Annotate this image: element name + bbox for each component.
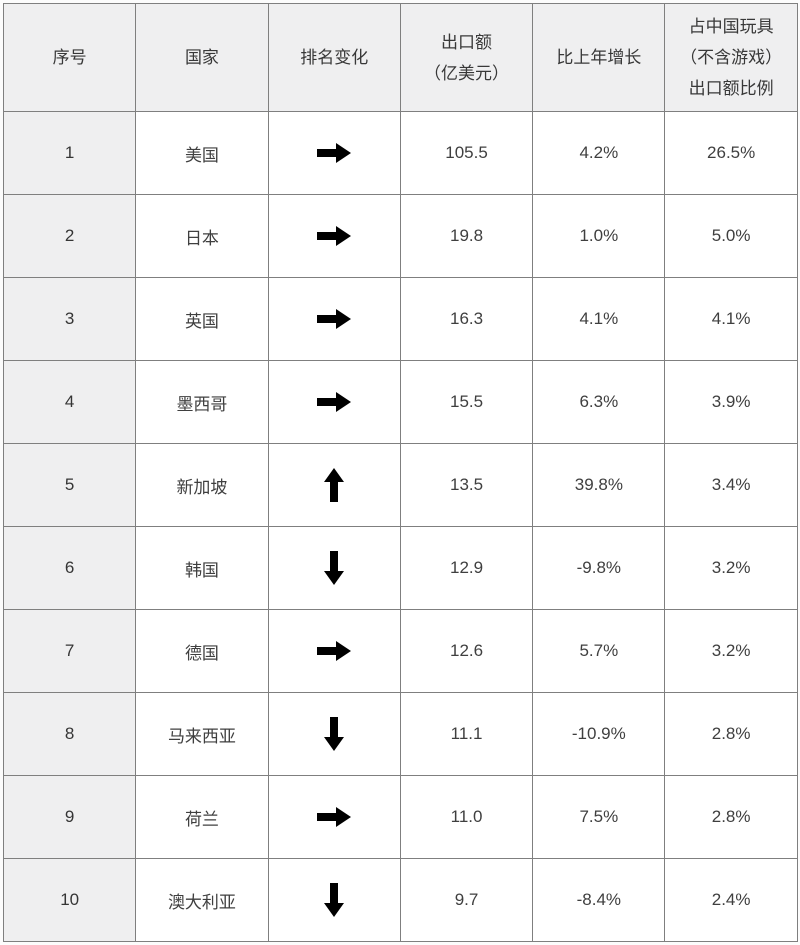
cell-export: 12.9	[399, 526, 534, 610]
cell-country: 澳大利亚	[135, 858, 269, 942]
rank-change-cell	[267, 277, 401, 361]
col-header-export-line1: 出口额	[441, 32, 493, 52]
table-header: 序号 国家 排名变化 出口额 （亿美元） 比上年增长 占中国玩具 （不含游戏） …	[2, 3, 798, 112]
cell-export: 9.7	[399, 858, 534, 942]
arrow-down-icon	[324, 551, 344, 585]
cell-share: 3.9%	[664, 360, 798, 444]
cell-share: 2.8%	[664, 692, 798, 776]
col-header-share-line3: 出口额比例	[688, 79, 774, 98]
cell-no: 2	[2, 194, 137, 278]
col-header-share-line1: 占中国玩具	[688, 17, 774, 36]
cell-no: 4	[2, 360, 137, 444]
cell-country: 韩国	[135, 526, 269, 610]
cell-share: 4.1%	[664, 277, 798, 361]
cell-country: 荷兰	[135, 775, 269, 859]
col-header-no: 序号	[2, 3, 137, 112]
cell-export: 16.3	[399, 277, 534, 361]
arrow-right-icon	[317, 392, 351, 412]
arrow-down-icon	[324, 883, 344, 917]
cell-country: 马来西亚	[135, 692, 269, 776]
cell-no: 9	[2, 775, 137, 859]
cell-export: 15.5	[399, 360, 534, 444]
rank-change-cell	[267, 360, 401, 444]
cell-growth: 39.8%	[532, 443, 666, 527]
cell-share: 3.2%	[664, 609, 798, 693]
col-header-share-line2: （不含游戏）	[680, 48, 783, 67]
table-row: 4 墨西哥 15.5 6.3% 3.9%	[2, 360, 798, 444]
cell-export: 19.8	[399, 194, 534, 278]
col-header-export-line2: （亿美元）	[424, 63, 510, 83]
rank-change-cell	[267, 443, 401, 527]
cell-share: 2.4%	[664, 858, 798, 942]
col-header-export: 出口额 （亿美元）	[399, 3, 534, 112]
cell-growth: 5.7%	[532, 609, 666, 693]
cell-export: 105.5	[399, 111, 534, 195]
table-row: 9 荷兰 11.0 7.5% 2.8%	[2, 775, 798, 859]
arrow-down-icon	[324, 717, 344, 751]
cell-country: 新加坡	[135, 443, 269, 527]
arrow-up-icon	[324, 468, 344, 502]
rank-change-cell	[267, 526, 401, 610]
table-row: 2 日本 19.8 1.0% 5.0%	[2, 194, 798, 278]
table-row: 1 美国 105.5 4.2% 26.5%	[2, 111, 798, 195]
cell-growth: 4.2%	[532, 111, 666, 195]
rank-change-cell	[267, 194, 401, 278]
table-row: 5 新加坡 13.5 39.8% 3.4%	[2, 443, 798, 527]
rank-change-cell	[267, 775, 401, 859]
cell-export: 13.5	[399, 443, 534, 527]
cell-growth: 1.0%	[532, 194, 666, 278]
table-body: 1 美国 105.5 4.2% 26.5% 2 日本	[2, 111, 798, 942]
cell-share: 3.2%	[664, 526, 798, 610]
cell-no: 5	[2, 443, 137, 527]
export-table: 序号 国家 排名变化 出口额 （亿美元） 比上年增长 占中国玩具 （不含游戏） …	[2, 3, 798, 942]
cell-no: 1	[2, 111, 137, 195]
cell-country: 墨西哥	[135, 360, 269, 444]
cell-share: 2.8%	[664, 775, 798, 859]
cell-no: 8	[2, 692, 137, 776]
cell-country: 日本	[135, 194, 269, 278]
col-header-growth: 比上年增长	[532, 3, 666, 112]
rank-change-cell	[267, 609, 401, 693]
arrow-right-icon	[317, 143, 351, 163]
cell-country: 美国	[135, 111, 269, 195]
cell-growth: 6.3%	[532, 360, 666, 444]
col-header-share: 占中国玩具 （不含游戏） 出口额比例	[664, 3, 798, 112]
rank-change-cell	[267, 692, 401, 776]
table-row: 8 马来西亚 11.1 -10.9% 2.8%	[2, 692, 798, 776]
header-row: 序号 国家 排名变化 出口额 （亿美元） 比上年增长 占中国玩具 （不含游戏） …	[2, 3, 798, 112]
cell-growth: -10.9%	[532, 692, 666, 776]
arrow-right-icon	[317, 641, 351, 661]
cell-export: 11.1	[399, 692, 534, 776]
table-row: 7 德国 12.6 5.7% 3.2%	[2, 609, 798, 693]
arrow-right-icon	[317, 226, 351, 246]
cell-no: 6	[2, 526, 137, 610]
cell-export: 11.0	[399, 775, 534, 859]
col-header-rank-change: 排名变化	[267, 3, 401, 112]
arrow-right-icon	[317, 807, 351, 827]
cell-share: 26.5%	[664, 111, 798, 195]
cell-no: 10	[2, 858, 137, 942]
rank-change-cell	[267, 111, 401, 195]
table-row: 10 澳大利亚 9.7 -8.4% 2.4%	[2, 858, 798, 942]
cell-country: 德国	[135, 609, 269, 693]
cell-share: 5.0%	[664, 194, 798, 278]
table-row: 6 韩国 12.9 -9.8% 3.2%	[2, 526, 798, 610]
col-header-country: 国家	[135, 3, 269, 112]
table-row: 3 英国 16.3 4.1% 4.1%	[2, 277, 798, 361]
cell-growth: 7.5%	[532, 775, 666, 859]
cell-growth: 4.1%	[532, 277, 666, 361]
cell-export: 12.6	[399, 609, 534, 693]
arrow-right-icon	[317, 309, 351, 329]
rank-change-cell	[267, 858, 401, 942]
cell-share: 3.4%	[664, 443, 798, 527]
cell-growth: -8.4%	[532, 858, 666, 942]
cell-country: 英国	[135, 277, 269, 361]
cell-growth: -9.8%	[532, 526, 666, 610]
cell-no: 7	[2, 609, 137, 693]
cell-no: 3	[2, 277, 137, 361]
